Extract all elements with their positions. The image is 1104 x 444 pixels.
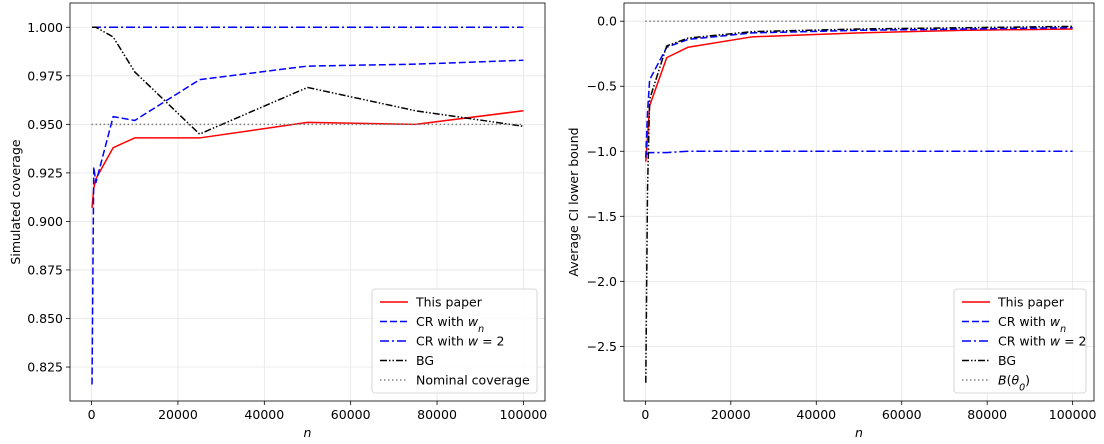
legend-box [371,288,538,394]
legend-label: This paper [997,295,1065,310]
x-tick-label: 100000 [1049,407,1097,422]
y-tick-label: 1.000 [27,20,63,35]
legend-label: CR with wn [998,314,1066,335]
series-line-2 [91,59,524,385]
y-axis-label: Simulated coverage [8,139,23,264]
chart-panel-2: 0 20000 40000 60000 80000 100000 −2.5 −2.0 −1.5 −… [566,2,1097,440]
y-tick-label: 0.950 [27,117,63,132]
chart-panel-1: 0 20000 40000 60000 80000 100000 0.825 0.850 0.8… [8,2,548,440]
x-tick-label: 60000 [882,407,922,422]
x-tick-label: 40000 [244,407,284,422]
y-tick-label: −2.5 [587,339,617,354]
legend-label: Nominal coverage [416,373,530,388]
y-tick-label: 0.850 [27,311,63,326]
series-group [91,26,524,385]
legend-label: This paper [415,295,483,310]
y-tick-label: −1.0 [587,144,617,159]
series-line-1 [645,28,1073,162]
legend-label: CR with w = 2 [998,334,1087,349]
series-line-4 [92,26,524,135]
x-axis-label: n [304,425,312,440]
x-tick-label: 0 [641,407,649,422]
legend-label: B(θ0) [998,373,1030,394]
legend-label: CR with w = 2 [416,334,505,349]
y-tick-label: −1.5 [587,209,617,224]
x-tick-label: 80000 [967,407,1007,422]
series-line-1 [91,110,524,208]
plot-frame [623,2,1095,402]
x-axis-label: n [855,425,863,440]
y-axis-label: Average CI lower bound [566,127,581,276]
legend-box [953,288,1087,394]
legend-label: BG [998,353,1016,368]
x-tick-label: 100000 [500,407,548,422]
y-tick-label: −0.5 [587,79,617,94]
gridlines [70,3,545,401]
x-tick-label: 60000 [331,407,371,422]
x-tick-label: 80000 [417,407,457,422]
y-tick-label: 0.975 [27,68,63,83]
plot-frame [69,2,546,402]
x-tick-label: 20000 [158,407,198,422]
legend-label: BG [416,353,434,368]
x-tick-label: 20000 [711,407,751,422]
y-tick-label: 0.925 [27,165,63,180]
y-tick-label: −2.0 [587,274,617,289]
y-tick-label: 0.900 [27,214,63,229]
legend-label: CR with wn [416,314,484,335]
x-tick-label: 0 [88,407,96,422]
series-line-2 [645,26,1073,158]
series-group [645,20,1073,383]
y-tick-label: 0.875 [27,262,63,277]
y-tick-label: 0.825 [27,360,63,375]
y-tick-label: 0.0 [597,14,617,29]
series-line-4 [645,25,1073,383]
x-tick-label: 40000 [796,407,836,422]
